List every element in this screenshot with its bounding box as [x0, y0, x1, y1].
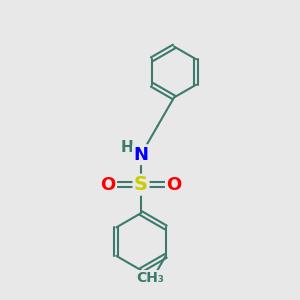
Text: H: H: [121, 140, 134, 155]
Text: F: F: [135, 272, 147, 290]
Text: O: O: [100, 176, 116, 194]
Text: O: O: [167, 176, 182, 194]
Text: CH₃: CH₃: [137, 271, 165, 285]
Text: S: S: [134, 175, 148, 194]
Text: N: N: [134, 146, 148, 164]
